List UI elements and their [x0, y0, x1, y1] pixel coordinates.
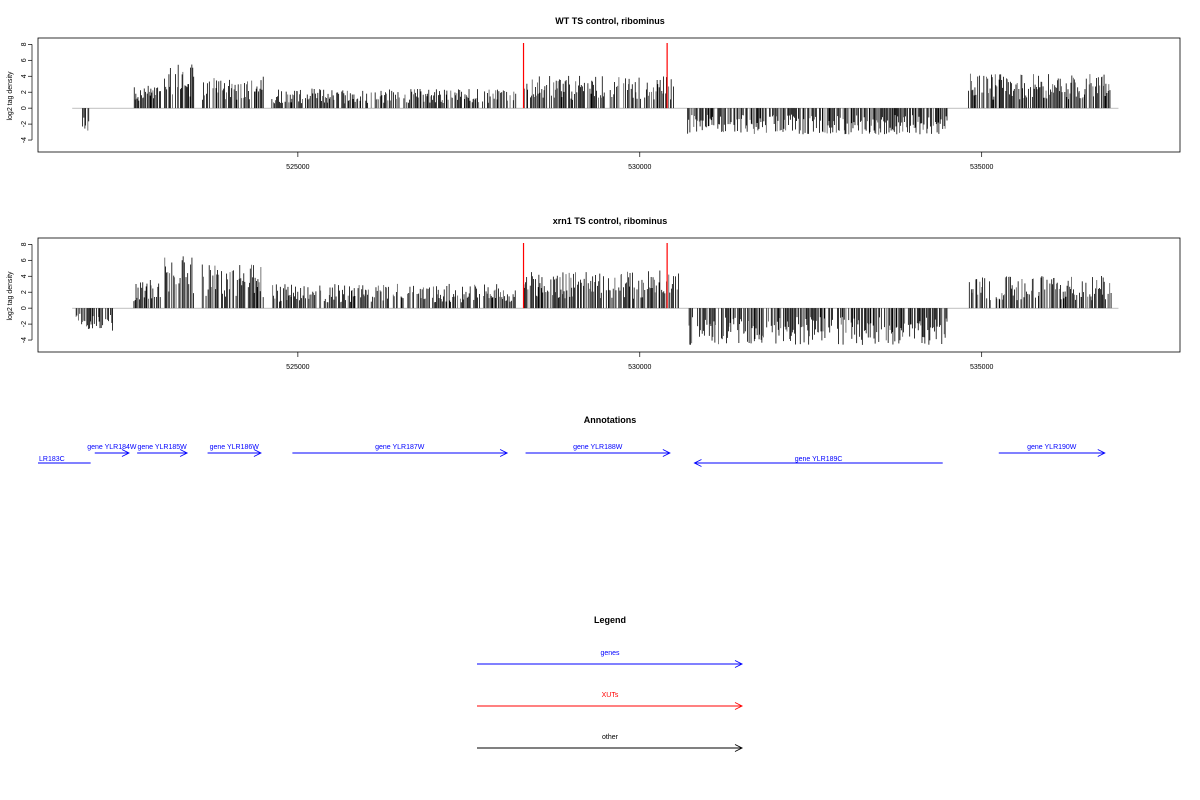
x-tick-label: 525000	[286, 364, 309, 371]
legend-label: genes	[600, 650, 620, 657]
gene-label: gene YLR190W	[1027, 444, 1077, 451]
y-axis-xrn1: -4 -2 0 2 4 6 8	[21, 242, 33, 343]
gene-label: gene YLR188W	[573, 444, 623, 451]
legend-item-genes: genes	[477, 650, 744, 668]
x-tick-label: 530000	[628, 164, 651, 171]
gene-arrowhead	[1097, 449, 1106, 457]
gene-arrowhead	[662, 449, 671, 457]
gene-label: gene YLR184W	[87, 444, 137, 451]
y-tick-label: 6	[21, 258, 28, 262]
plot-frame-xrn1	[37, 237, 1181, 353]
plot-frame-wt	[37, 37, 1181, 153]
y-axis-label-xrn1: log2 tag density	[7, 271, 14, 321]
gene-gene-ylr189c: gene YLR189C	[693, 456, 943, 467]
gene-arrowhead	[693, 459, 702, 467]
x-tick-label: 535000	[970, 364, 993, 371]
legend-arrowhead	[734, 660, 744, 668]
gene-label: LR183C	[39, 456, 65, 463]
x-tick-label: 535000	[970, 164, 993, 171]
y-tick-label: -4	[21, 337, 28, 343]
y-tick-label: 8	[21, 42, 28, 46]
y-tick-label: 2	[21, 90, 28, 94]
legend-arrowhead	[734, 744, 744, 752]
legend-item-other: other	[477, 734, 744, 752]
y-tick-label: 4	[21, 274, 28, 278]
y-tick-label: 0	[21, 106, 28, 110]
y-tick-label: 0	[21, 306, 28, 310]
coverage-bars-wt	[72, 64, 1119, 135]
annotations-title: Annotations	[584, 415, 637, 425]
y-axis-wt: -4 -2 0 2 4 6 8	[21, 42, 33, 143]
gene-arrowhead	[253, 449, 262, 457]
legend-label: other	[602, 734, 619, 741]
gene-label: gene YLR186W	[210, 444, 260, 451]
y-tick-label: 6	[21, 58, 28, 62]
xut-markers-xrn1	[522, 243, 668, 309]
y-tick-label: 4	[21, 74, 28, 78]
gene-label: gene YLR189C	[795, 456, 843, 463]
gene-gene-ylr187w: gene YLR187W	[292, 444, 509, 457]
gene-arrows: LR183C gene YLR184W gene YLR185W gene YLR18…	[38, 444, 1106, 467]
legend-arrowhead	[734, 702, 744, 710]
gene-gene-ylr185w: gene YLR185W	[137, 444, 189, 457]
x-axis-xrn1: 525000 530000 535000	[286, 352, 993, 371]
gene-gene-ylr188w: gene YLR188W	[525, 444, 671, 457]
x-tick-label: 530000	[628, 364, 651, 371]
legend: Legend genes XUTs other	[477, 615, 744, 752]
legend-item-xuts: XUTs	[477, 692, 744, 710]
x-tick-label: 525000	[286, 164, 309, 171]
panel-title-xrn1: xrn1 TS control, ribominus	[553, 216, 668, 226]
legend-label: XUTs	[602, 692, 619, 699]
gene-arrowhead	[179, 449, 189, 457]
legend-title: Legend	[594, 615, 626, 625]
x-axis-wt: 525000 530000 535000	[286, 152, 993, 171]
panel-title-wt: WT TS control, ribominus	[555, 16, 665, 26]
gene-gene-ylr190w: gene YLR190W	[998, 444, 1106, 457]
gene-label: gene YLR185W	[137, 444, 187, 451]
gene-label: gene YLR187W	[375, 444, 425, 451]
coverage-bars-xrn1	[72, 256, 1119, 345]
gene-arrowhead	[121, 449, 130, 457]
gene-arrowhead	[499, 449, 509, 457]
gene-lr183c: LR183C	[38, 456, 91, 464]
y-tick-label: -4	[21, 137, 28, 143]
y-tick-label: -2	[21, 321, 28, 327]
y-axis-label-wt: log2 tag density	[7, 71, 14, 121]
gene-gene-ylr186w: gene YLR186W	[207, 444, 262, 457]
xut-markers-wt	[522, 43, 668, 109]
y-tick-label: 2	[21, 290, 28, 294]
y-tick-label: -2	[21, 121, 28, 127]
coverage-panel-wt: WT TS control, ribominus log2 tag densit…	[7, 16, 1181, 171]
y-tick-label: 8	[21, 242, 28, 246]
coverage-panel-xrn1: xrn1 TS control, ribominus log2 tag dens…	[7, 216, 1181, 371]
gene-gene-ylr184w: gene YLR184W	[87, 444, 137, 457]
legend-items: genes XUTs other	[477, 650, 744, 752]
